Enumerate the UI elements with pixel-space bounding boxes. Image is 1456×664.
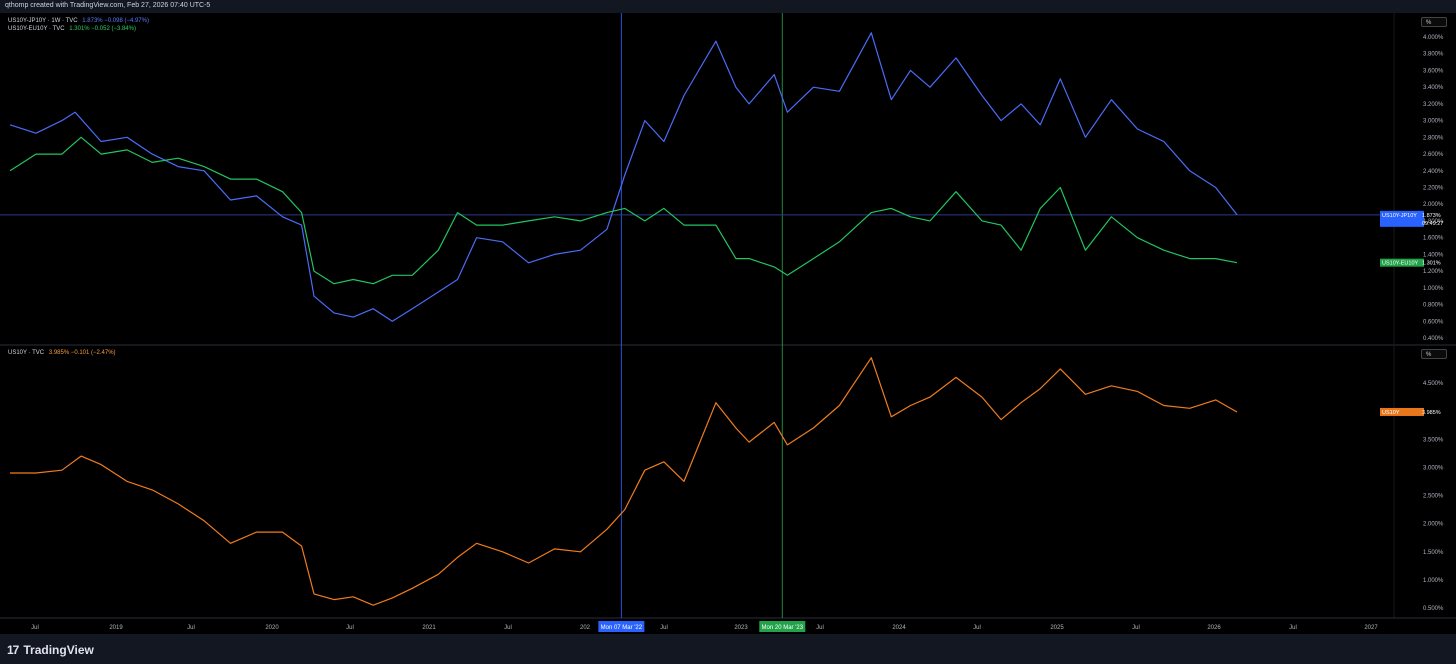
series-line-us10y-eu10y bbox=[9, 136, 1238, 285]
legend-values: 1.873% −0.098 (−4.97%) bbox=[82, 18, 149, 24]
chart-area[interactable]: 4.000% 3.800% 3.600% 3.400% 3.200% 3.000% 2.80… bbox=[0, 13, 1456, 634]
time-axis-label: 2025 bbox=[1050, 625, 1064, 631]
top-price-tick-label: 1.000% bbox=[1423, 286, 1444, 292]
crosshair-time-label-text: Mon 20 Mar '23 bbox=[762, 625, 804, 631]
time-axis-label: Jul bbox=[816, 625, 824, 631]
crosshair-time-label: Mon 07 Mar '22 bbox=[598, 621, 645, 632]
top-price-tick-label: 2.600% bbox=[1423, 152, 1444, 158]
bottom-price-tick-label: 2.000% bbox=[1423, 522, 1444, 528]
legend-symbol: US10Y-EU10Y · TVC bbox=[8, 26, 65, 32]
time-axis-label: 2021 bbox=[422, 625, 436, 631]
top-price-tick-label: 2.400% bbox=[1423, 169, 1444, 175]
price-tag-us-jp-countdown: 09:49:27 bbox=[1422, 221, 1443, 227]
bottom-scale-button[interactable]: % bbox=[1421, 349, 1447, 359]
chart-svg[interactable]: 4.000% 3.800% 3.600% 3.400% 3.200% 3.000% 2.80… bbox=[0, 13, 1456, 634]
top-price-tick-label: 1.800% bbox=[1423, 219, 1444, 225]
price-tag-us-jp: US10Y-JP10Y 1.873% 09:49:27 bbox=[1380, 210, 1443, 227]
crosshair-time-label-bg bbox=[598, 621, 645, 632]
top-price-tick-label: 0.400% bbox=[1423, 336, 1444, 342]
bottom-price-tick-label: 4.500% bbox=[1423, 381, 1444, 387]
top-price-tick-label: 2.200% bbox=[1423, 186, 1444, 192]
top-price-tick-label: 0.800% bbox=[1423, 303, 1444, 309]
crosshair-time-label-bg bbox=[759, 621, 806, 632]
price-tag-us10y-value: 3.985% bbox=[1422, 410, 1441, 416]
footer-bar: 17 TradingView bbox=[0, 634, 1456, 664]
top-price-tick-label: 3.000% bbox=[1423, 119, 1444, 125]
top-price-tick-label: 3.400% bbox=[1423, 85, 1444, 91]
time-axis-label: Jul bbox=[1132, 625, 1140, 631]
time-axis-label: Jul bbox=[504, 625, 512, 631]
top-price-tick-label: 1.200% bbox=[1423, 269, 1444, 275]
legend-row-us-jp[interactable]: US10Y-JP10Y · 1W · TVC 1.873% −0.098 (−4… bbox=[8, 17, 152, 25]
series-line-us10y-jp10y bbox=[9, 32, 1238, 322]
price-tag-us-eu: US10Y-EU10Y 1.301% bbox=[1380, 258, 1441, 267]
legend-symbol: US10Y · TVC bbox=[8, 350, 45, 356]
tradingview-logo[interactable]: 17 TradingView bbox=[7, 643, 94, 657]
legend-row-us10y[interactable]: US10Y · TVC 3.985% −0.101 (−2.47%) bbox=[8, 349, 119, 357]
time-axis-label: Jul bbox=[973, 625, 981, 631]
bottom-price-tick-label: 3.000% bbox=[1423, 465, 1444, 471]
time-axis-label: Jul bbox=[346, 625, 354, 631]
series-line-us10y bbox=[10, 357, 1238, 606]
time-axis-label: Jul bbox=[1289, 625, 1297, 631]
price-tag-us-jp-label: US10Y-JP10Y bbox=[1382, 213, 1417, 219]
bottom-price-tick-label: 1.000% bbox=[1423, 578, 1444, 584]
time-axis-label: Jul bbox=[31, 625, 39, 631]
bottom-price-tick-label: 1.500% bbox=[1423, 550, 1444, 556]
price-tag-us-jp-value: 1.873% bbox=[1422, 213, 1441, 219]
price-tag-us-jp-label-bg bbox=[1380, 210, 1424, 227]
bottom-price-tick-label: 2.500% bbox=[1423, 494, 1444, 500]
price-tag-us-eu-label: US10Y-EU10Y bbox=[1382, 261, 1419, 267]
time-axis-label: 2026 bbox=[1207, 625, 1221, 631]
legend-values: 1.301% −0.052 (−3.84%) bbox=[69, 26, 136, 32]
top-price-tick-label: 0.600% bbox=[1423, 319, 1444, 325]
bottom-price-tick-label: 3.500% bbox=[1423, 437, 1444, 443]
brand-name: TradingView bbox=[23, 643, 94, 657]
top-pane-legend: US10Y-JP10Y · 1W · TVC 1.873% −0.098 (−4… bbox=[8, 17, 152, 33]
bottom-price-tick-label: 0.500% bbox=[1423, 606, 1444, 612]
crosshair-time-label: Mon 20 Mar '23 bbox=[759, 621, 806, 632]
price-tag-us10y: US10Y 3.985% bbox=[1380, 407, 1441, 416]
top-price-tick-label: 2.800% bbox=[1423, 135, 1444, 141]
time-axis-label: Jul bbox=[187, 625, 195, 631]
time-axis-label: 2020 bbox=[265, 625, 279, 631]
top-price-tick-label: 1.600% bbox=[1423, 236, 1444, 242]
time-axis-label: 2023 bbox=[734, 625, 748, 631]
time-axis-label: Jul bbox=[660, 625, 668, 631]
time-axis-label: 2019 bbox=[109, 625, 123, 631]
header-caption: qthomp created with TradingView.com, Feb… bbox=[5, 2, 211, 9]
top-price-tick-label: 2.000% bbox=[1423, 202, 1444, 208]
top-bar: qthomp created with TradingView.com, Feb… bbox=[0, 0, 1456, 13]
top-price-tick-label: 1.400% bbox=[1423, 252, 1444, 258]
time-axis-label: 202 bbox=[580, 625, 591, 631]
price-tag-us10y-label-bg bbox=[1380, 407, 1424, 416]
time-axis-label: 2027 bbox=[1364, 625, 1378, 631]
top-price-tick-label: 4.000% bbox=[1423, 35, 1444, 41]
crosshair-time-label-text: Mon 07 Mar '22 bbox=[601, 625, 643, 631]
legend-row-us-eu[interactable]: US10Y-EU10Y · TVC 1.301% −0.052 (−3.84%) bbox=[8, 25, 152, 33]
price-tag-us-eu-value: 1.301% bbox=[1422, 261, 1441, 267]
top-price-tick-label: 3.800% bbox=[1423, 52, 1444, 58]
price-tag-us10y-label: US10Y bbox=[1382, 410, 1400, 416]
tradingview-logo-icon: 17 bbox=[7, 643, 19, 657]
price-tag-us-eu-label-bg bbox=[1380, 258, 1424, 267]
time-axis-label: 2024 bbox=[892, 625, 906, 631]
legend-values: 3.985% −0.101 (−2.47%) bbox=[48, 350, 116, 356]
top-price-tick-label: 3.600% bbox=[1423, 68, 1444, 74]
top-price-tick-label: 3.200% bbox=[1423, 102, 1444, 108]
bottom-pane-legend: US10Y · TVC 3.985% −0.101 (−2.47%) bbox=[8, 349, 119, 357]
legend-symbol: US10Y-JP10Y · 1W · TVC bbox=[8, 18, 78, 24]
top-scale-button[interactable]: % bbox=[1421, 17, 1447, 27]
